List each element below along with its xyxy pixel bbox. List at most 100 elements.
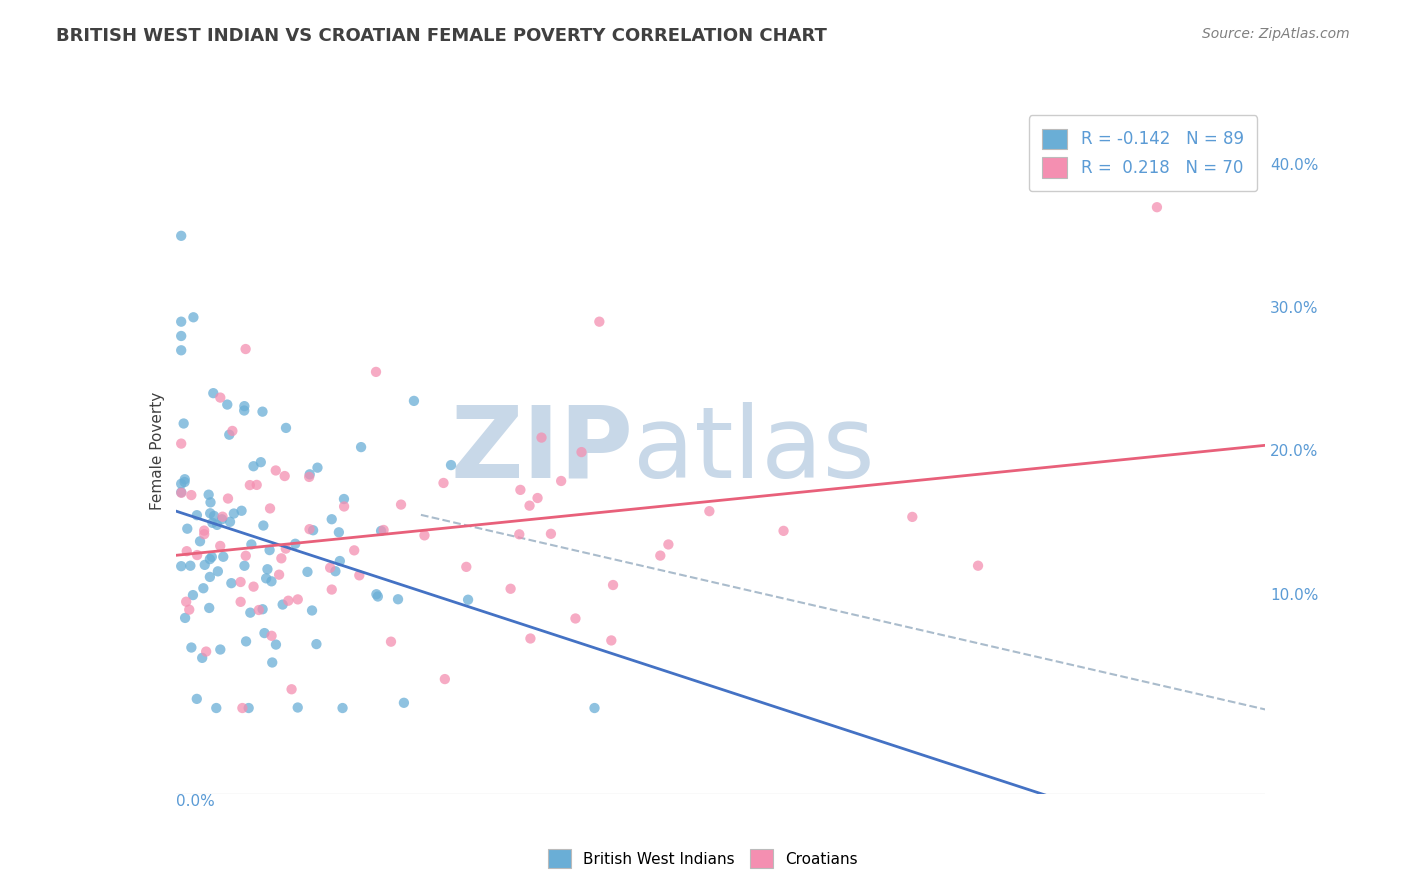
Point xyxy=(967,558,990,573)
Point xyxy=(198,570,221,584)
Text: Source: ZipAtlas.com: Source: ZipAtlas.com xyxy=(1202,27,1350,41)
Point xyxy=(325,564,347,578)
Point xyxy=(321,512,343,526)
Point xyxy=(373,523,395,537)
Legend: British West Indians, Croatians: British West Indians, Croatians xyxy=(540,841,866,875)
Point xyxy=(217,491,239,506)
Point xyxy=(179,602,201,616)
Point xyxy=(193,527,215,541)
Point xyxy=(349,568,371,582)
Point xyxy=(249,455,271,469)
Point xyxy=(221,424,243,438)
Point xyxy=(262,656,284,670)
Point xyxy=(170,343,193,358)
Point xyxy=(242,580,264,594)
Point xyxy=(264,463,287,477)
Point xyxy=(252,404,274,418)
Point xyxy=(194,558,217,572)
Point xyxy=(402,393,425,408)
Point xyxy=(519,632,541,646)
Point xyxy=(602,578,624,592)
Point xyxy=(277,593,299,607)
Point xyxy=(186,548,208,562)
Point xyxy=(901,509,924,524)
Point xyxy=(235,634,257,648)
Point xyxy=(170,476,193,491)
Point xyxy=(170,436,193,450)
Point xyxy=(269,567,291,582)
Point xyxy=(287,700,309,714)
Point xyxy=(188,534,211,549)
Point xyxy=(176,544,198,558)
Point xyxy=(273,469,295,483)
Point xyxy=(271,598,294,612)
Point xyxy=(233,399,256,413)
Point xyxy=(193,581,215,595)
Point xyxy=(280,682,302,697)
Point xyxy=(332,701,354,715)
Point xyxy=(1146,200,1168,214)
Point xyxy=(231,701,253,715)
Point xyxy=(186,508,208,523)
Point xyxy=(305,637,328,651)
Point xyxy=(201,516,224,530)
Point xyxy=(413,528,436,542)
Point xyxy=(370,524,392,538)
Point xyxy=(366,587,388,601)
Point xyxy=(195,644,218,658)
Point xyxy=(499,582,522,596)
Point xyxy=(218,427,240,442)
Point xyxy=(235,549,257,563)
Point xyxy=(321,582,343,597)
Point xyxy=(239,606,262,620)
Point xyxy=(233,558,256,573)
Point xyxy=(186,691,208,706)
Point xyxy=(657,537,679,551)
Point xyxy=(173,472,195,486)
Point xyxy=(260,574,283,589)
Point xyxy=(193,524,215,538)
Point xyxy=(270,551,292,566)
Point xyxy=(432,475,454,490)
Point xyxy=(457,592,479,607)
Point xyxy=(247,603,270,617)
Point xyxy=(209,539,232,553)
Point xyxy=(380,634,402,648)
Point xyxy=(530,431,553,445)
Point xyxy=(298,522,321,536)
Point xyxy=(170,315,193,329)
Legend: R = -0.142   N = 89, R =  0.218   N = 70: R = -0.142 N = 89, R = 0.218 N = 70 xyxy=(1029,115,1257,191)
Point xyxy=(239,478,262,492)
Point xyxy=(173,475,195,489)
Point xyxy=(173,417,195,431)
Point xyxy=(179,558,201,573)
Point xyxy=(650,549,672,563)
Point xyxy=(174,611,197,625)
Point xyxy=(222,507,245,521)
Point xyxy=(550,474,572,488)
Point xyxy=(200,495,222,509)
Point xyxy=(274,421,297,435)
Point xyxy=(387,592,409,607)
Point xyxy=(301,603,323,617)
Point xyxy=(328,525,350,540)
Point xyxy=(235,342,257,356)
Point xyxy=(242,459,264,474)
Point xyxy=(170,329,193,343)
Point xyxy=(211,512,233,526)
Text: ZIP: ZIP xyxy=(450,402,633,499)
Point xyxy=(198,601,221,615)
Point xyxy=(307,460,329,475)
Point xyxy=(367,590,389,604)
Point xyxy=(540,526,562,541)
Point xyxy=(174,595,197,609)
Point xyxy=(202,508,225,523)
Point xyxy=(198,552,221,566)
Text: 0.0%: 0.0% xyxy=(176,794,215,809)
Point xyxy=(256,562,278,576)
Point xyxy=(197,488,219,502)
Point xyxy=(229,595,252,609)
Point xyxy=(519,499,541,513)
Point xyxy=(202,386,225,401)
Point xyxy=(392,696,415,710)
